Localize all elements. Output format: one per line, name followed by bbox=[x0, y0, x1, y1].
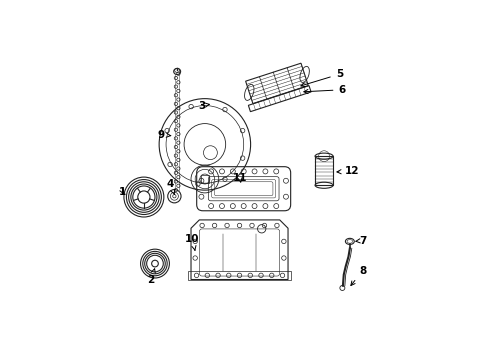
Text: 11: 11 bbox=[232, 174, 247, 184]
Text: 4: 4 bbox=[166, 179, 174, 194]
Text: 6: 6 bbox=[303, 85, 345, 95]
Text: 9: 9 bbox=[158, 130, 170, 140]
Bar bbox=[188, 271, 290, 279]
Text: 5: 5 bbox=[300, 69, 342, 87]
Text: 7: 7 bbox=[355, 235, 366, 246]
Text: 12: 12 bbox=[336, 166, 358, 176]
Text: 8: 8 bbox=[350, 266, 366, 285]
Bar bbox=[314, 156, 332, 185]
Text: 1: 1 bbox=[119, 186, 126, 197]
Text: 2: 2 bbox=[147, 269, 155, 285]
Text: 10: 10 bbox=[185, 234, 199, 250]
Text: 3: 3 bbox=[198, 100, 209, 111]
